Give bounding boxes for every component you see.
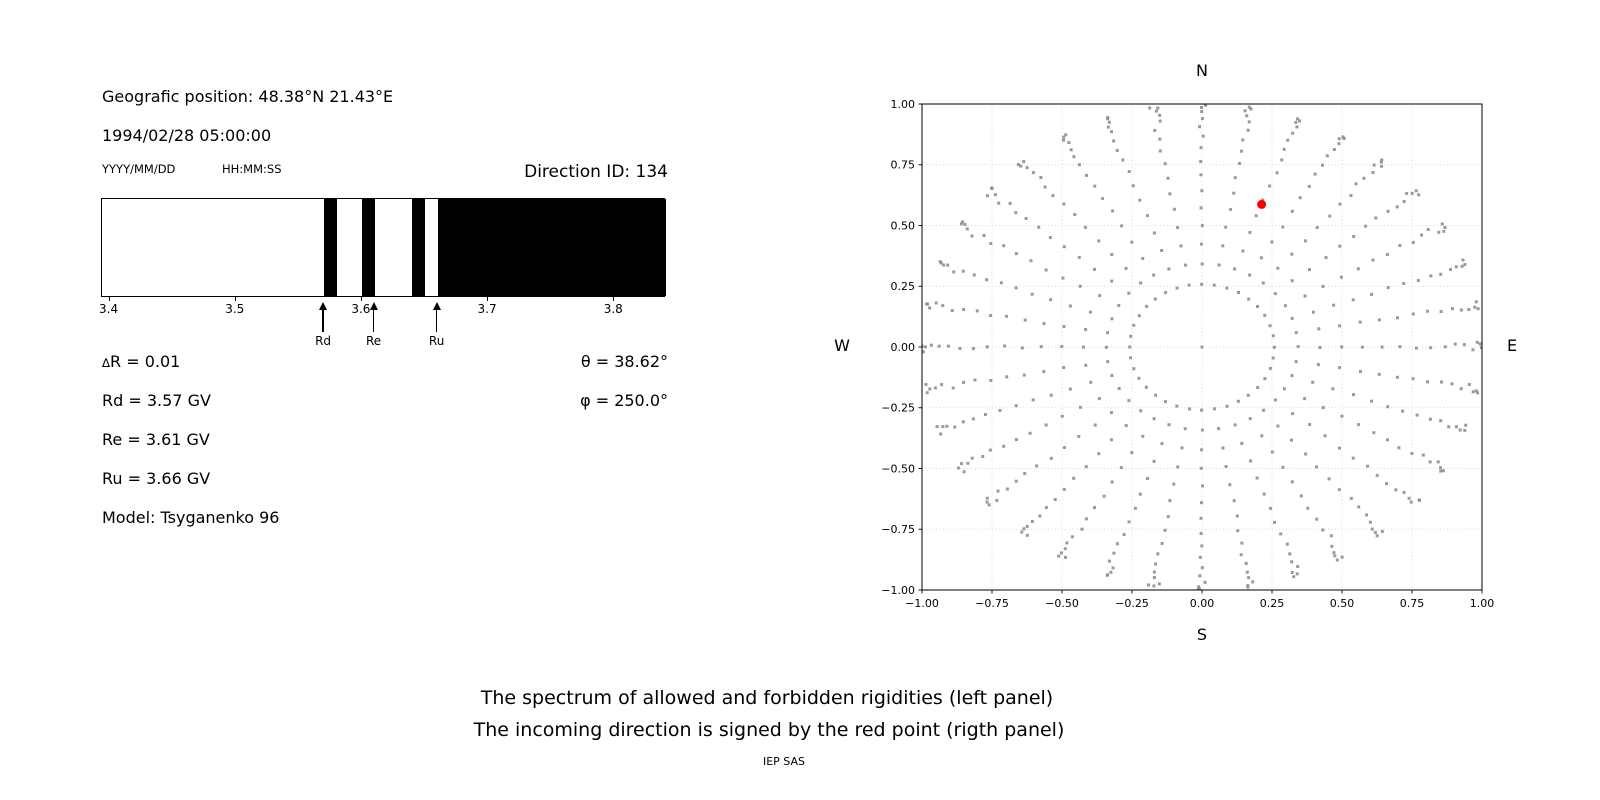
direction-id-label: Direction ID: 134 [524, 162, 668, 182]
svg-text:−1.00: −1.00 [905, 597, 939, 610]
svg-text:0.00: 0.00 [1190, 597, 1215, 610]
rigidity-spectrum-axis: 3.4 3.5 3.6 3.7 3.8 Rd Re Ru [99, 297, 665, 357]
x-tick-label: 3.6 [351, 302, 371, 316]
svg-text:−0.25: −0.25 [881, 402, 915, 415]
skymap-svg: −1.00 −0.75 −0.50 −0.25 0.00 0.25 0.50 0.75 1.00… [881, 98, 1494, 610]
forbidden-band [437, 199, 666, 296]
x-tick-label: 3.4 [99, 302, 119, 316]
param-phi: φ = 250.0° [580, 391, 668, 410]
arrow-head-icon [432, 302, 441, 310]
date-format-label: YYYY/MM/DD [102, 162, 176, 176]
arrow-label: Re [365, 334, 382, 348]
axis-ticks-and-labels: −1.00 −0.75 −0.50 −0.25 0.00 0.25 0.50 0.75 1.00… [881, 98, 1494, 610]
param-ru: Ru = 3.66 GV [102, 469, 211, 488]
incoming-direction-skymap: −1.00 −0.75 −0.50 −0.25 0.00 0.25 0.50 0.75 1.00… [860, 90, 1520, 620]
forbidden-band [412, 199, 425, 296]
x-tick-label: 3.5 [225, 302, 245, 316]
compass-north-label: N [1196, 61, 1208, 80]
arrow-head-icon [369, 302, 378, 310]
arrow-head-icon [319, 302, 328, 310]
param-rd: Rd = 3.57 GV [102, 391, 211, 410]
svg-text:0.50: 0.50 [891, 219, 916, 232]
svg-text:−0.50: −0.50 [1045, 597, 1079, 610]
cutoff-arrow-ru: Ru [417, 302, 457, 348]
param-model: Model: Tsyganenko 96 [102, 508, 280, 527]
cutoff-arrow-rd: Rd [303, 302, 343, 348]
forbidden-band [324, 199, 337, 296]
x-tick-mark [360, 297, 362, 301]
compass-west-label: W [834, 336, 850, 355]
arrow-stem [435, 310, 438, 332]
arrow-stem [372, 310, 375, 332]
datetime-label: 1994/02/28 05:00:00 [102, 126, 272, 145]
param-delta-r: ∆R = 0.01 [102, 352, 181, 371]
arrow-stem [322, 310, 324, 332]
cutoff-arrow-re: Re [354, 302, 394, 348]
x-tick-mark [613, 297, 615, 301]
svg-text:0.25: 0.25 [1260, 597, 1285, 610]
rigidity-spectrum-plot [101, 198, 666, 297]
caption-line-1: The spectrum of allowed and forbidden ri… [480, 687, 1054, 709]
geographic-position-label: Geografic position: 48.38°N 21.43°E [102, 87, 394, 106]
param-theta: θ = 38.62° [580, 352, 668, 371]
compass-south-label: S [1196, 625, 1208, 644]
x-tick-mark [108, 297, 110, 301]
svg-text:0.75: 0.75 [891, 159, 916, 172]
arrow-label: Rd [315, 334, 332, 348]
forbidden-band [361, 199, 375, 296]
compass-east-label: E [1506, 336, 1518, 355]
x-tick-mark [234, 297, 236, 301]
credit-label: IEP SAS [762, 755, 806, 768]
direction-grid-dots [922, 104, 1482, 590]
caption-line-2: The incoming direction is signed by the … [473, 719, 1065, 741]
incoming-direction-point [1257, 199, 1267, 209]
svg-text:1.00: 1.00 [891, 98, 916, 111]
svg-text:0.50: 0.50 [1330, 597, 1355, 610]
svg-text:−0.75: −0.75 [881, 523, 915, 536]
svg-text:0.75: 0.75 [1400, 597, 1425, 610]
arrow-label: Ru [428, 334, 445, 348]
param-re: Re = 3.61 GV [102, 430, 210, 449]
time-format-label: HH:MM:SS [222, 162, 282, 176]
svg-text:−0.25: −0.25 [1115, 597, 1149, 610]
svg-text:−0.50: −0.50 [881, 462, 915, 475]
x-tick-label: 3.7 [477, 302, 497, 316]
svg-text:−0.75: −0.75 [975, 597, 1009, 610]
svg-text:0.00: 0.00 [891, 341, 916, 354]
svg-text:1.00: 1.00 [1470, 597, 1495, 610]
svg-text:0.25: 0.25 [891, 280, 916, 293]
svg-text:−1.00: −1.00 [881, 584, 915, 597]
x-tick-mark [487, 297, 489, 301]
x-tick-label: 3.8 [603, 302, 623, 316]
